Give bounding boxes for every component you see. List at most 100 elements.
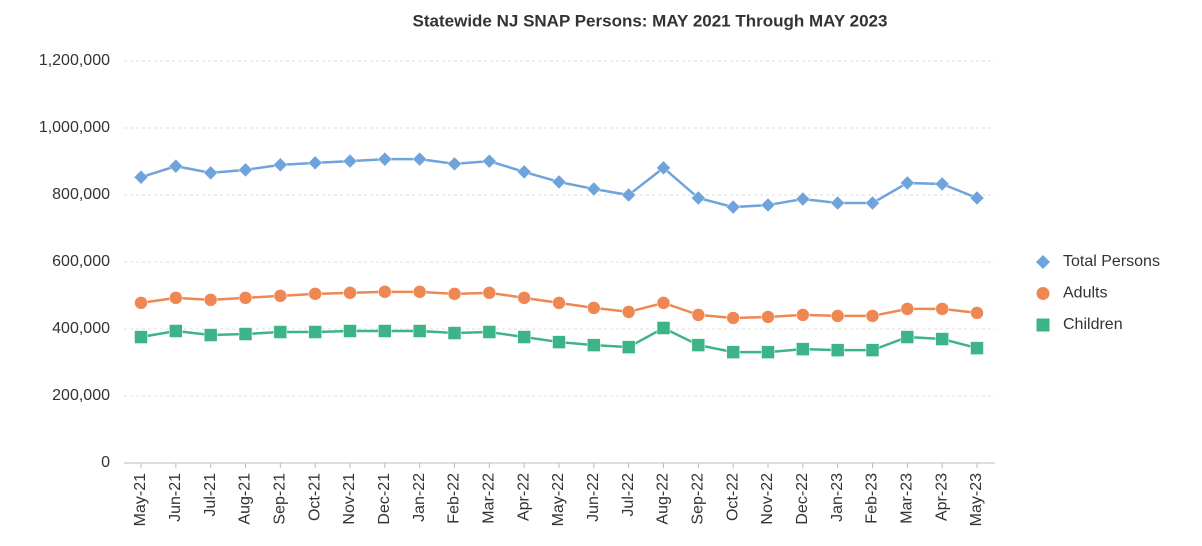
y-tick-label: 800,000 (52, 186, 110, 203)
data-point (796, 342, 810, 356)
data-point (691, 308, 706, 322)
x-tick-label: May-21 (132, 473, 149, 526)
data-point (830, 343, 845, 357)
data-point (551, 174, 567, 190)
data-point (482, 286, 497, 300)
data-point (587, 301, 601, 315)
data-point (934, 176, 950, 192)
x-tick-label: Jun-22 (585, 473, 602, 522)
data-point (307, 155, 323, 171)
x-tick-label: Jan-23 (829, 473, 846, 522)
x-tick-label: Nov-21 (341, 473, 358, 525)
data-point (899, 175, 915, 191)
y-tick-label: 1,000,000 (39, 119, 110, 136)
data-point (378, 324, 392, 338)
data-point (969, 190, 985, 206)
x-tick-label: Jun-21 (167, 473, 184, 522)
data-point (273, 325, 288, 339)
y-tick-label: 1,200,000 (39, 52, 110, 69)
data-point (203, 293, 218, 307)
x-tick-label: Nov-22 (759, 473, 776, 525)
y-tick-label: 200,000 (52, 387, 110, 404)
data-point (134, 330, 148, 344)
data-point (587, 338, 601, 352)
data-point (865, 309, 880, 323)
data-point (552, 296, 566, 310)
data-point (343, 324, 357, 338)
data-point (621, 305, 636, 319)
data-point (830, 309, 845, 323)
data-point (447, 287, 462, 301)
x-tick-label: Mar-22 (481, 473, 498, 524)
legend-label: Children (1063, 316, 1123, 333)
x-tick-label: Jul-21 (202, 473, 219, 517)
data-point (970, 306, 984, 320)
data-point (970, 341, 984, 355)
x-tick-label: Feb-23 (864, 473, 881, 524)
legend-label: Total Persons (1063, 253, 1160, 270)
legend-marker (1036, 318, 1050, 332)
data-point (272, 157, 288, 173)
y-tick-label: 400,000 (52, 320, 110, 337)
y-tick-label: 0 (101, 454, 110, 471)
data-point (168, 158, 184, 174)
data-point (795, 191, 811, 207)
x-tick-label: Oct-21 (306, 473, 323, 521)
x-tick-label: Apr-23 (933, 473, 950, 521)
x-tick-label: Mar-23 (899, 473, 916, 524)
data-point (830, 195, 846, 211)
data-point (726, 345, 740, 359)
data-point (308, 325, 322, 339)
data-point (238, 327, 253, 341)
data-point (621, 187, 637, 203)
x-tick-label: Aug-22 (655, 473, 672, 525)
x-tick-label: Aug-21 (237, 473, 254, 525)
data-point (447, 156, 462, 172)
data-point (760, 197, 776, 213)
data-point (203, 165, 219, 181)
data-point (935, 302, 949, 316)
data-point (552, 335, 566, 349)
data-point (865, 195, 880, 211)
y-tick-label: 600,000 (52, 253, 110, 270)
data-point (412, 324, 427, 338)
data-point (273, 289, 288, 303)
data-point (725, 199, 741, 215)
data-point (203, 328, 218, 342)
data-point (133, 169, 149, 185)
x-tick-label: Dec-21 (376, 473, 393, 525)
x-tick-label: Dec-22 (794, 473, 811, 525)
data-point (621, 340, 636, 354)
data-point (517, 291, 531, 305)
x-tick-label: May-23 (968, 473, 985, 526)
data-point (169, 291, 183, 305)
data-point (656, 321, 671, 335)
data-point (935, 332, 949, 346)
legend-marker (1036, 255, 1050, 269)
data-point (169, 324, 183, 338)
data-point (900, 302, 915, 316)
x-tick-label: Oct-22 (724, 473, 741, 521)
data-point (238, 291, 253, 305)
data-point (517, 330, 531, 344)
legend-marker (1036, 287, 1050, 300)
data-point (691, 338, 706, 352)
legend-label: Adults (1063, 285, 1107, 302)
x-tick-label: May-22 (550, 473, 567, 526)
x-tick-label: Sep-21 (272, 473, 289, 525)
data-point (342, 153, 358, 169)
chart-title: Statewide NJ SNAP Persons: MAY 2021 Thro… (413, 11, 888, 30)
x-tick-label: Feb-22 (446, 473, 463, 524)
x-tick-label: Jan-22 (411, 473, 428, 522)
data-point (377, 151, 393, 167)
data-point (516, 164, 532, 180)
data-point (447, 326, 462, 340)
data-point (586, 181, 602, 197)
data-point (796, 308, 810, 322)
data-point (726, 311, 740, 325)
data-point (343, 286, 357, 300)
data-point (900, 330, 915, 344)
data-point (482, 325, 497, 339)
x-tick-label: Jul-22 (620, 473, 637, 517)
data-point (378, 285, 392, 299)
